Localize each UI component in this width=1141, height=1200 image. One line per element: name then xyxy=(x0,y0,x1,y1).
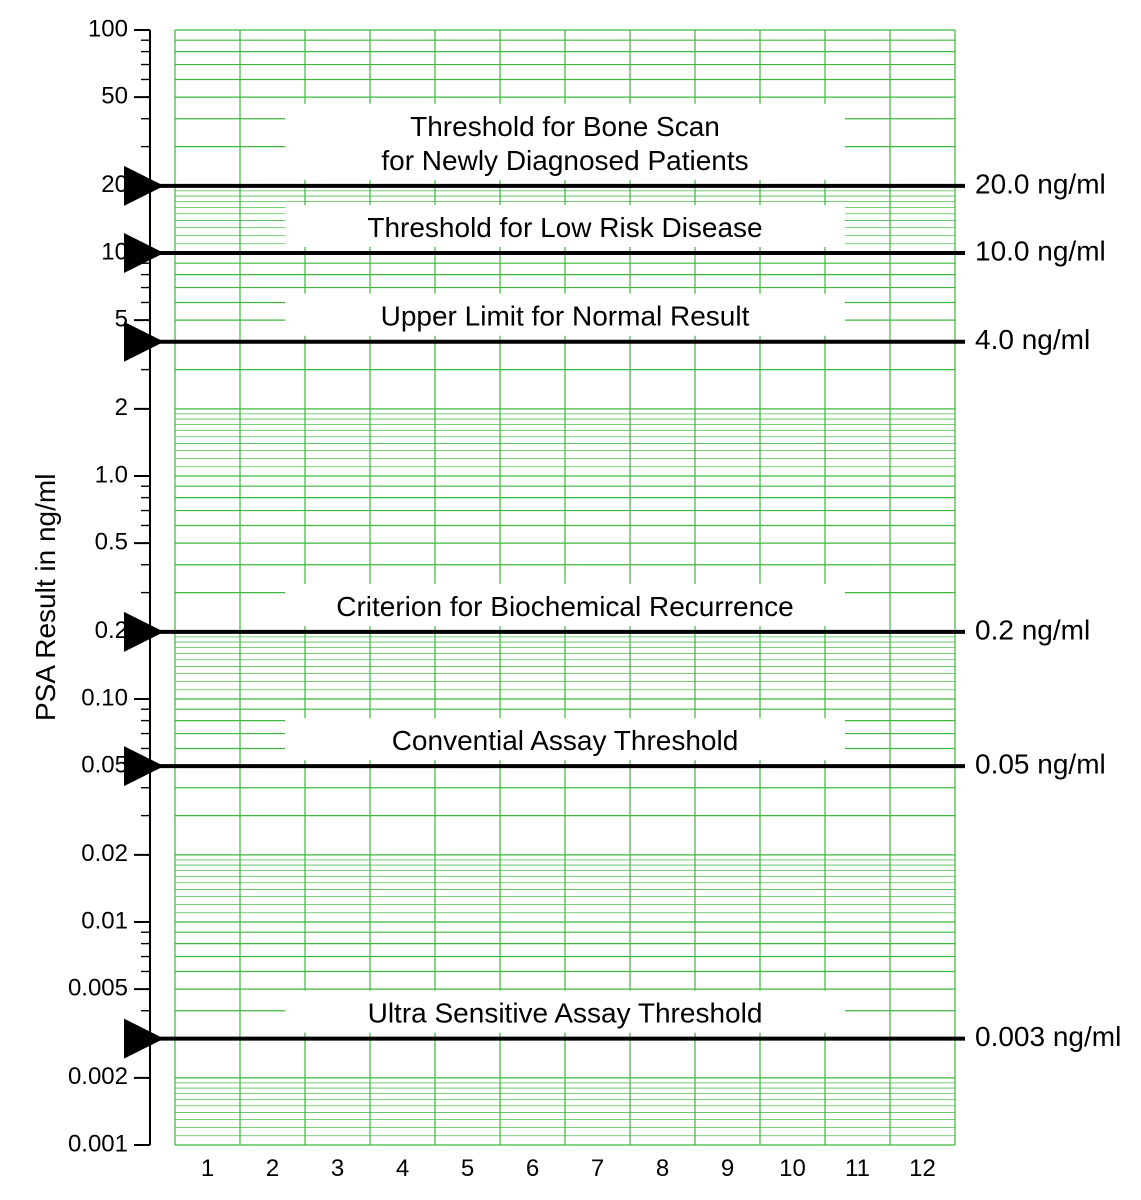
y-tick: 0.5 xyxy=(95,528,128,555)
y-tick: 0.02 xyxy=(81,840,128,867)
y-tick: 100 xyxy=(88,15,128,42)
biochemical-recurrence-label: Criterion for Biochemical Recurrence xyxy=(336,591,794,622)
chart-svg: Threshold for Bone Scanfor Newly Diagnos… xyxy=(0,0,1141,1200)
low-risk-threshold-label: Threshold for Low Risk Disease xyxy=(367,212,762,243)
x-tick: 12 xyxy=(909,1155,936,1182)
y-tick: 0.005 xyxy=(68,974,128,1001)
ultra-sensitive-assay-value: 0.003 ng/ml xyxy=(975,1021,1121,1052)
x-tick: 1 xyxy=(201,1155,214,1182)
x-tick: 6 xyxy=(526,1155,539,1182)
conventional-assay-label: Convential Assay Threshold xyxy=(392,725,739,756)
x-tick: 11 xyxy=(845,1155,870,1182)
x-axis: 123456789101112 xyxy=(201,1155,936,1182)
psa-threshold-chart: PSA Result in ng/ml Threshold for Bone S… xyxy=(0,0,1141,1200)
x-tick: 2 xyxy=(266,1155,279,1182)
x-tick: 5 xyxy=(461,1155,474,1182)
normal-upper-limit-value: 4.0 ng/ml xyxy=(975,324,1090,355)
low-risk-threshold-value: 10.0 ng/ml xyxy=(975,235,1106,266)
x-tick: 8 xyxy=(656,1155,669,1182)
y-tick: 50 xyxy=(101,82,128,109)
y-tick: 0.001 xyxy=(68,1130,128,1157)
y-tick: 0.05 xyxy=(81,751,128,778)
y-tick: 0.002 xyxy=(68,1063,128,1090)
thresholds: Threshold for Bone Scanfor Newly Diagnos… xyxy=(156,104,1121,1052)
y-tick: 0.10 xyxy=(81,684,128,711)
conventional-assay-value: 0.05 ng/ml xyxy=(975,749,1106,780)
ultra-sensitive-assay-label: Ultra Sensitive Assay Threshold xyxy=(368,998,763,1029)
biochemical-recurrence-value: 0.2 ng/ml xyxy=(975,614,1090,645)
y-axis: 100 50 20 10 5 2 1.0 0.5 0.2 0.10 0.05 0.02 0.01 0.00… xyxy=(68,15,150,1157)
x-tick: 3 xyxy=(331,1155,344,1182)
bone-scan-threshold-label: for Newly Diagnosed Patients xyxy=(381,145,748,176)
x-tick: 10 xyxy=(779,1155,806,1182)
y-tick: 0.01 xyxy=(81,907,128,934)
y-tick: 20 xyxy=(101,171,128,198)
bone-scan-threshold-label: Threshold for Bone Scan xyxy=(410,111,720,142)
x-tick: 4 xyxy=(396,1155,409,1182)
y-tick: 0.2 xyxy=(95,617,128,644)
y-tick: 2 xyxy=(115,394,128,421)
normal-upper-limit-label: Upper Limit for Normal Result xyxy=(381,301,750,332)
x-tick: 9 xyxy=(721,1155,734,1182)
y-tick: 10 xyxy=(101,238,128,265)
y-tick: 5 xyxy=(115,305,128,332)
x-tick: 7 xyxy=(591,1155,604,1182)
bone-scan-threshold-value: 20.0 ng/ml xyxy=(975,168,1106,199)
y-tick: 1.0 xyxy=(95,461,128,488)
y-axis-title: PSA Result in ng/ml xyxy=(30,473,62,720)
